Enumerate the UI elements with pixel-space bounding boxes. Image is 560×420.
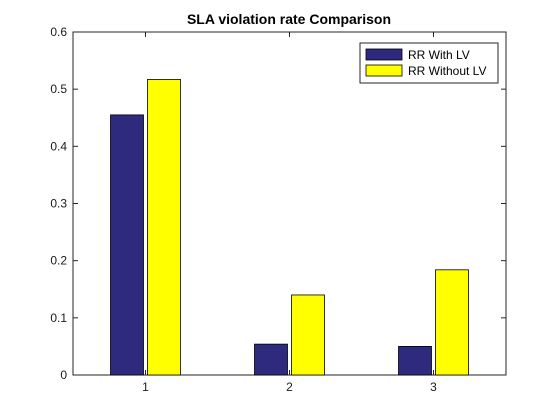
x-axis: 1 2 3	[142, 32, 437, 394]
y-tick-label: 0.6	[50, 25, 67, 39]
bar-series2-cat1	[147, 79, 181, 376]
bar-series2-cat2	[291, 294, 325, 376]
legend-swatch-series2	[365, 64, 403, 77]
legend-label-series1: RR With LV	[408, 48, 470, 62]
y-tick-label: 0.2	[50, 254, 67, 268]
y-tick-label: 0.1	[50, 311, 67, 325]
bar-series1-cat2	[254, 343, 288, 376]
legend-swatch-series1	[365, 48, 403, 61]
y-tick-label: 0	[60, 368, 67, 382]
legend-label-series2: RR Without LV	[408, 64, 486, 78]
bars-group	[110, 79, 469, 376]
x-tick-label: 1	[142, 380, 149, 394]
legend: RR With LV RR Without LV	[359, 42, 499, 84]
x-tick-label: 2	[286, 380, 293, 394]
x-tick-label: 3	[430, 380, 437, 394]
chart-title: SLA violation rate Comparison	[187, 11, 391, 27]
bar-series2-cat3	[435, 269, 469, 376]
y-axis: 0 0.1 0.2 0.3 0.4 0.5 0.6	[50, 25, 506, 382]
bar-series1-cat1	[110, 114, 144, 376]
y-tick-label: 0.4	[50, 139, 67, 153]
y-tick-label: 0.3	[50, 197, 67, 211]
plot-area	[72, 31, 507, 376]
bar-series1-cat3	[398, 346, 432, 376]
y-tick-label: 0.5	[50, 82, 67, 96]
